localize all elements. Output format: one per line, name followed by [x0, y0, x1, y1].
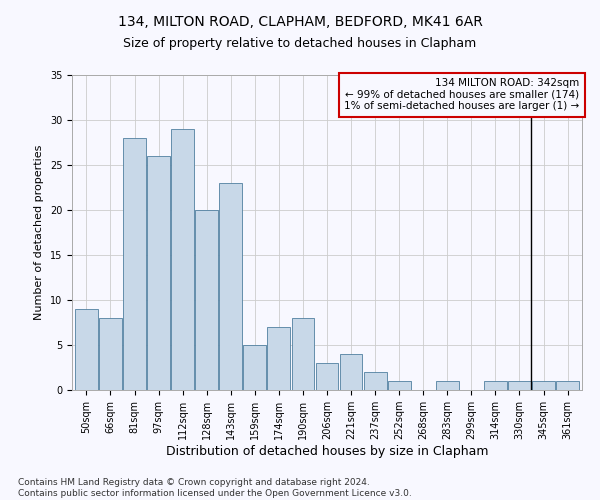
Bar	[195, 210, 218, 390]
Bar	[220, 183, 242, 390]
Bar	[532, 381, 555, 390]
Bar	[292, 318, 314, 390]
Bar	[340, 354, 362, 390]
Bar	[556, 381, 579, 390]
Bar	[244, 345, 266, 390]
Bar	[436, 381, 459, 390]
Bar	[123, 138, 146, 390]
Bar	[364, 372, 386, 390]
Text: 134 MILTON ROAD: 342sqm
← 99% of detached houses are smaller (174)
1% of semi-de: 134 MILTON ROAD: 342sqm ← 99% of detache…	[344, 78, 580, 112]
Text: Contains HM Land Registry data © Crown copyright and database right 2024.
Contai: Contains HM Land Registry data © Crown c…	[18, 478, 412, 498]
Bar	[388, 381, 410, 390]
Bar	[316, 363, 338, 390]
Y-axis label: Number of detached properties: Number of detached properties	[34, 145, 44, 320]
Bar	[75, 309, 98, 390]
Bar	[268, 327, 290, 390]
X-axis label: Distribution of detached houses by size in Clapham: Distribution of detached houses by size …	[166, 445, 488, 458]
Bar	[508, 381, 531, 390]
Bar	[484, 381, 507, 390]
Bar	[171, 129, 194, 390]
Bar	[147, 156, 170, 390]
Bar	[99, 318, 122, 390]
Text: Size of property relative to detached houses in Clapham: Size of property relative to detached ho…	[124, 38, 476, 51]
Text: 134, MILTON ROAD, CLAPHAM, BEDFORD, MK41 6AR: 134, MILTON ROAD, CLAPHAM, BEDFORD, MK41…	[118, 15, 482, 29]
